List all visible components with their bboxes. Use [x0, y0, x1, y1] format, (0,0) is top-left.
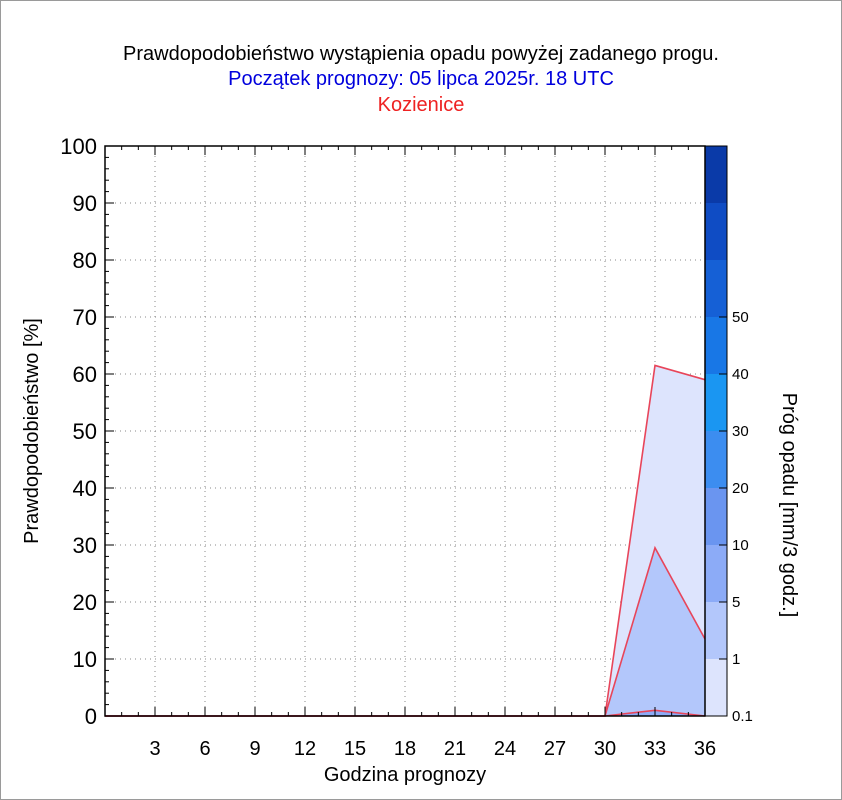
colorbar-label: Próg opadu [mm/3 godz.] — [778, 393, 800, 618]
y-tick-label: 40 — [73, 476, 97, 501]
x-tick-label: 9 — [249, 738, 260, 760]
colorbar-segment — [705, 545, 727, 602]
colorbar-segment — [705, 659, 727, 716]
area-threshold-2 — [105, 547, 705, 716]
x-tick-label: 3 — [149, 738, 160, 760]
y-tick-label: 90 — [73, 191, 97, 216]
grid — [105, 146, 705, 716]
colorbar-tick-label: 30 — [732, 423, 749, 440]
probability-areas — [105, 365, 705, 716]
colorbar-tick-label: 20 — [732, 480, 749, 497]
x-tick-label: 33 — [644, 738, 666, 760]
x-tick-label: 30 — [594, 738, 616, 760]
y-tick-label: 70 — [73, 305, 97, 330]
x-tick-label: 18 — [394, 738, 416, 760]
y-tick-label: 80 — [73, 248, 97, 273]
x-tick-label: 6 — [199, 738, 210, 760]
y-axis-label: Prawdopodobieństwo [%] — [21, 318, 43, 544]
location-name: Kozienice — [377, 94, 465, 116]
x-axis-label: Godzina prognozy — [324, 764, 486, 786]
y-tick-label: 10 — [73, 647, 97, 672]
x-tick-label: 27 — [544, 738, 566, 760]
y-tick-label: 30 — [73, 533, 97, 558]
colorbar-segment — [705, 488, 727, 545]
y-tick-label: 60 — [73, 362, 97, 387]
colorbar-tick-label: 5 — [732, 594, 740, 611]
colorbar-tick-label: 40 — [732, 366, 749, 383]
colorbar-segment — [705, 374, 727, 431]
y-tick-label: 50 — [73, 419, 97, 444]
y-tick-label: 20 — [73, 590, 97, 615]
colorbar-tick-label: 1 — [732, 651, 740, 668]
x-tick-label: 36 — [694, 738, 716, 760]
y-tick-label: 100 — [60, 134, 97, 159]
colorbar-segment — [705, 431, 727, 488]
x-tick-label: 12 — [294, 738, 316, 760]
x-tick-label: 24 — [494, 738, 516, 760]
x-tick-label: 21 — [444, 738, 466, 760]
colorbar-segment — [705, 602, 727, 659]
colorbar-segment — [705, 260, 727, 317]
colorbar-tick-label: 50 — [732, 309, 749, 326]
x-tick-label: 15 — [344, 738, 366, 760]
chart-title: Prawdopodobieństwo wystąpienia opadu pow… — [123, 43, 719, 65]
colorbar-segment — [705, 317, 727, 374]
chart-subtitle: Początek prognozy: 05 lipca 2025r. 18 UT… — [228, 68, 614, 90]
axis-labels: Godzina prognozy Prawdopodobieństwo [%] … — [21, 318, 800, 786]
colorbar-tick-label: 0.1 — [732, 708, 753, 725]
y-tick-label: 0 — [85, 704, 97, 729]
area-threshold-1 — [105, 365, 705, 716]
colorbar-tick-label: 10 — [732, 537, 749, 554]
colorbar-segment — [705, 203, 727, 260]
colorbar-segment — [705, 146, 727, 203]
threshold-colorbar: 0.1 1 5 10 20 30 40 50 — [704, 145, 753, 725]
